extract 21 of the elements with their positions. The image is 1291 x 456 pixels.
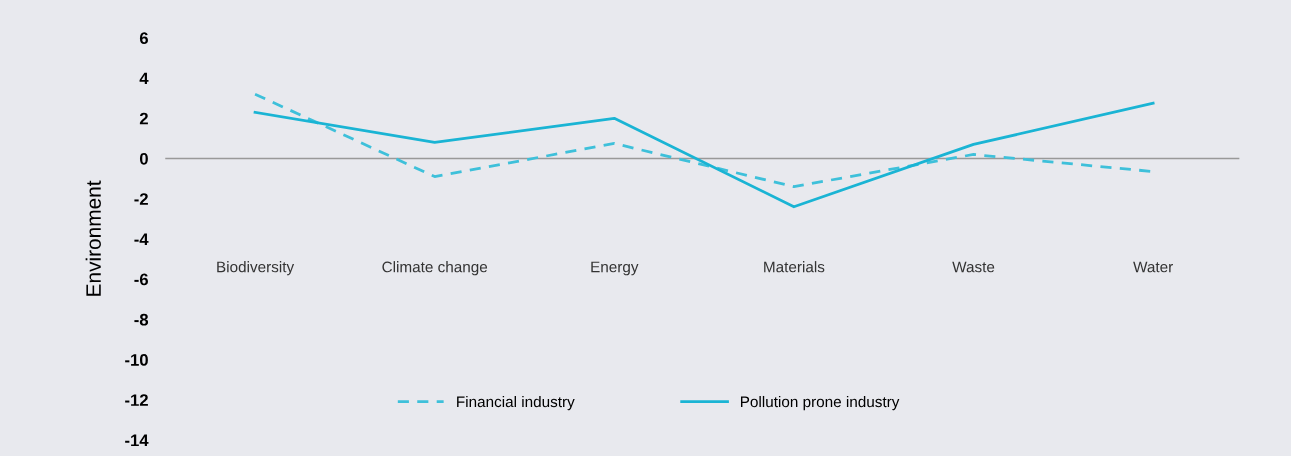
- x-tick-label: Water: [1133, 261, 1173, 273]
- x-tick-label: Energy: [591, 261, 639, 276]
- y-axis-title: Environment: [85, 180, 101, 296]
- y-tick-label: 2: [139, 112, 148, 125]
- y-tick-label: -14: [125, 434, 149, 447]
- y-tick-label: -4: [134, 233, 149, 245]
- x-tick-label: Biodiversity: [217, 261, 295, 276]
- y-tick-label: -10: [125, 354, 148, 366]
- line-series: [253, 101, 1155, 209]
- legend-label: Financial industry: [457, 395, 575, 411]
- legend-label: Pollution prone industry: [740, 395, 900, 411]
- x-tick-label: Materials: [764, 261, 825, 273]
- y-tick-label: -6: [134, 273, 148, 286]
- y-tick-label: -2: [134, 193, 148, 205]
- y-tick-label: 6: [139, 32, 148, 45]
- y-tick-label: 0: [139, 152, 148, 165]
- x-tick-label: Climate change: [382, 261, 488, 276]
- y-tick-label: 4: [139, 72, 149, 85]
- y-tick-label: -12: [125, 394, 148, 406]
- y-tick-label: -8: [134, 313, 149, 326]
- x-tick-label: Waste: [952, 261, 995, 273]
